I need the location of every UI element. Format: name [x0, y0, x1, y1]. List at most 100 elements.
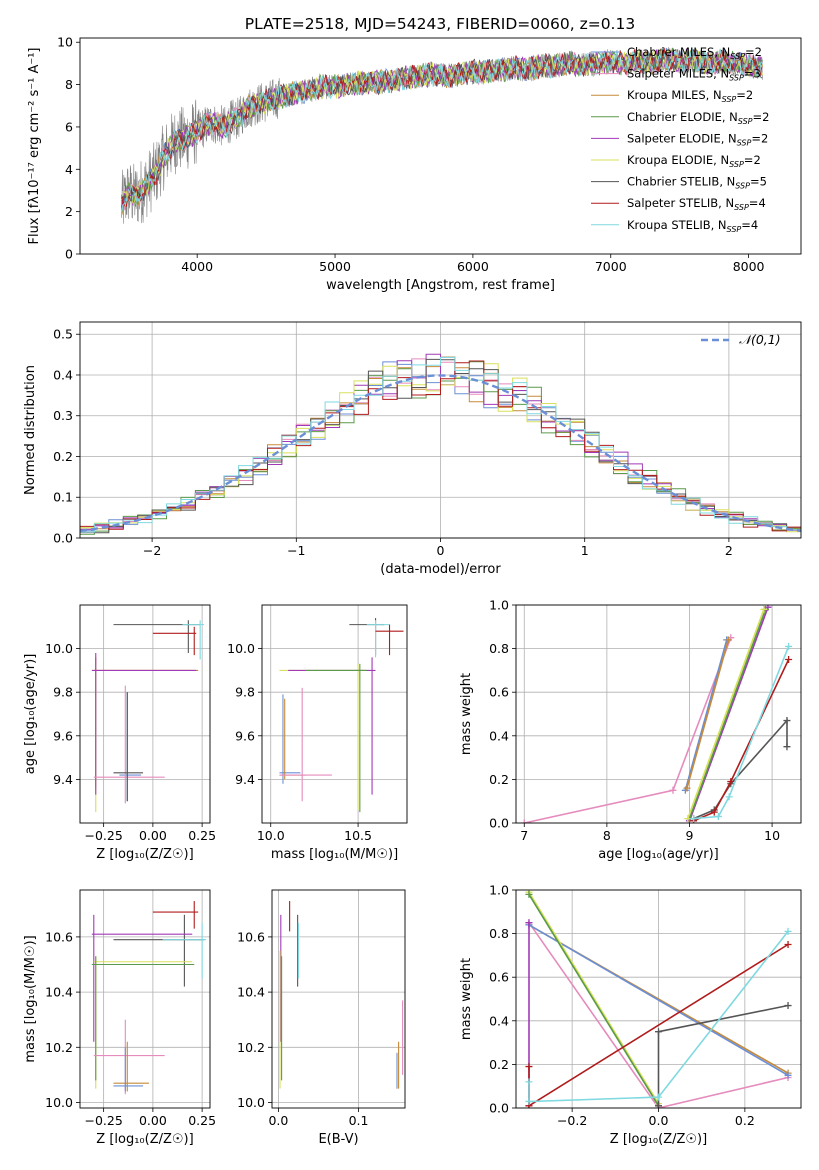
- series-line: [524, 637, 732, 823]
- y-tick-label: 10.6: [45, 929, 73, 944]
- mass-vs-extinction-panel: 0.0 0.1 10.0 10.2 10.4 10.6 E(B-V): [237, 889, 406, 1147]
- x-tick-label: 7: [520, 828, 528, 843]
- x-tick-label: −0.25: [84, 1113, 122, 1128]
- series-point: [525, 919, 533, 927]
- x-tick-label: 1: [581, 543, 589, 558]
- series-point: [655, 1093, 662, 1101]
- y-tick-label: 0.4: [489, 728, 509, 743]
- x-tick-label: −2: [143, 543, 161, 558]
- axes-frame: [79, 604, 211, 824]
- model-spectrum-line: [121, 46, 763, 213]
- legend-entry: Salpeter MILES, NSSP=3: [627, 67, 761, 83]
- series-point: [783, 717, 791, 725]
- legend-label: Salpeter MILES: [627, 67, 713, 81]
- series-point: [655, 1102, 662, 1108]
- plot-area: [121, 46, 763, 224]
- legend-nssp-eq: =: [744, 153, 754, 167]
- legend-nssp-prefix: , N: [718, 196, 734, 210]
- legend-label: Salpeter STELIB: [627, 196, 718, 210]
- y-tick-label: 2: [65, 204, 73, 219]
- series-point: [725, 793, 733, 801]
- x-tick-label: 10.0: [257, 828, 285, 843]
- y-tick-label: 10: [57, 35, 73, 50]
- x-tick-label: −1: [287, 543, 305, 558]
- legend-nssp-subscript: SSP: [734, 203, 749, 212]
- x-tick-label: 9: [686, 828, 694, 843]
- legend-nssp-subscript: SSP: [722, 95, 737, 104]
- legend-nssp-prefix: , N: [711, 218, 727, 232]
- x-tick-label: 0.1: [349, 1113, 369, 1128]
- legend-nssp-value: 3: [753, 67, 760, 81]
- plot-area: [279, 618, 404, 813]
- y-tick-label: 0.8: [489, 641, 509, 656]
- legend-entry: Chabrier STELIB, NSSP=5: [627, 175, 767, 191]
- y-tick-label: 1.0: [489, 598, 509, 613]
- model-spectrum-line: [121, 47, 763, 204]
- legend-nssp-eq: =: [749, 196, 759, 210]
- plot-area: [80, 353, 801, 535]
- mass-weight-vs-metallicity-panel: −0.2 0.0 0.2 0.0 0.2 0.4 0.6 0.8 1.0 Z [log₁₀(Z/Z…: [459, 883, 802, 1147]
- x-axis-label: age [log₁₀(age/yr)]: [598, 847, 719, 862]
- series-point: [784, 941, 792, 948]
- legend-nssp-eq: =: [751, 131, 761, 145]
- series-point: [785, 642, 793, 650]
- legend-nssp-prefix: , N: [713, 153, 729, 167]
- y-axis-label: mass [log₁₀(M/M☉)]: [23, 935, 38, 1062]
- y-tick-label: 4: [65, 162, 73, 177]
- legend-label: Kroupa MILES: [627, 88, 706, 102]
- x-tick-label: 8000: [733, 259, 765, 274]
- plot-area: [91, 901, 207, 1095]
- series-point: [520, 819, 528, 823]
- series-line: [684, 639, 728, 791]
- legend-label: Chabrier STELIB: [627, 175, 719, 189]
- series-line: [687, 609, 765, 819]
- y-tick-label: 0.2: [53, 449, 73, 464]
- spectrum-panel: 4000 5000 6000 7000 8000 0 2 4 6 8 10 wavelength [A…: [27, 35, 802, 293]
- legend-entry: Kroupa MILES, NSSP=2: [627, 88, 753, 104]
- axes-frame: [271, 889, 406, 1109]
- y-tick-label: 0.0: [489, 816, 509, 831]
- y-tick-label: 0.2: [489, 772, 509, 787]
- x-tick-label: 0.25: [188, 1113, 216, 1128]
- legend-nssp-value: 2: [755, 45, 762, 59]
- series-point: [525, 1078, 533, 1086]
- plot-area: [91, 620, 205, 813]
- y-tick-label: 10.0: [227, 641, 255, 656]
- y-tick-label: 10.6: [237, 929, 265, 944]
- y-tick-label: 10.0: [45, 641, 73, 656]
- x-axis-label: mass [log₁₀(M/M☉)]: [271, 847, 398, 862]
- y-tick-label: 1.0: [489, 883, 509, 898]
- series-point: [525, 1063, 533, 1071]
- y-tick-label: 9.8: [235, 685, 255, 700]
- x-tick-label: 0.25: [188, 828, 216, 843]
- y-axis-label: mass weight: [459, 673, 474, 755]
- y-tick-label: 10.0: [237, 1095, 265, 1110]
- series-point: [785, 656, 793, 663]
- series-point: [783, 743, 791, 751]
- series-point: [784, 1002, 792, 1010]
- x-axis-label: Z [log₁₀(Z/Z☉)]: [96, 847, 193, 862]
- axes-frame: [79, 889, 211, 1109]
- x-tick-label: 10: [764, 828, 780, 843]
- series-line: [688, 609, 767, 819]
- legend-nssp-subscript: SSP: [729, 160, 744, 169]
- age-vs-metallicity-panel: −0.25 0.00 0.25 9.4 9.6 9.8 10.0 Z [log₁₀(Z/Z☉)…: [23, 604, 216, 862]
- legend-entry: Salpeter ELODIE, NSSP=2: [627, 131, 768, 147]
- y-tick-label: 10.2: [237, 1040, 265, 1055]
- x-tick-label: 0: [437, 543, 445, 558]
- legend-nssp-eq: =: [741, 218, 751, 232]
- axes-frame: [79, 321, 802, 539]
- y-axis-label: mass weight: [459, 958, 474, 1040]
- legend-nssp-eq: =: [736, 88, 746, 102]
- legend-nssp-subscript: SSP: [737, 138, 752, 147]
- legend-nssp-prefix: , N: [721, 131, 737, 145]
- series-point: [760, 605, 768, 613]
- series-line: [528, 891, 660, 1105]
- series-point: [683, 784, 691, 792]
- legend-label: Kroupa STELIB: [627, 218, 711, 232]
- y-tick-label: 0.6: [489, 970, 509, 985]
- legend-entry: Chabrier MILES, NSSP=2: [627, 45, 762, 61]
- y-tick-label: 9.4: [53, 772, 73, 787]
- x-tick-label: 0.0: [649, 1113, 669, 1128]
